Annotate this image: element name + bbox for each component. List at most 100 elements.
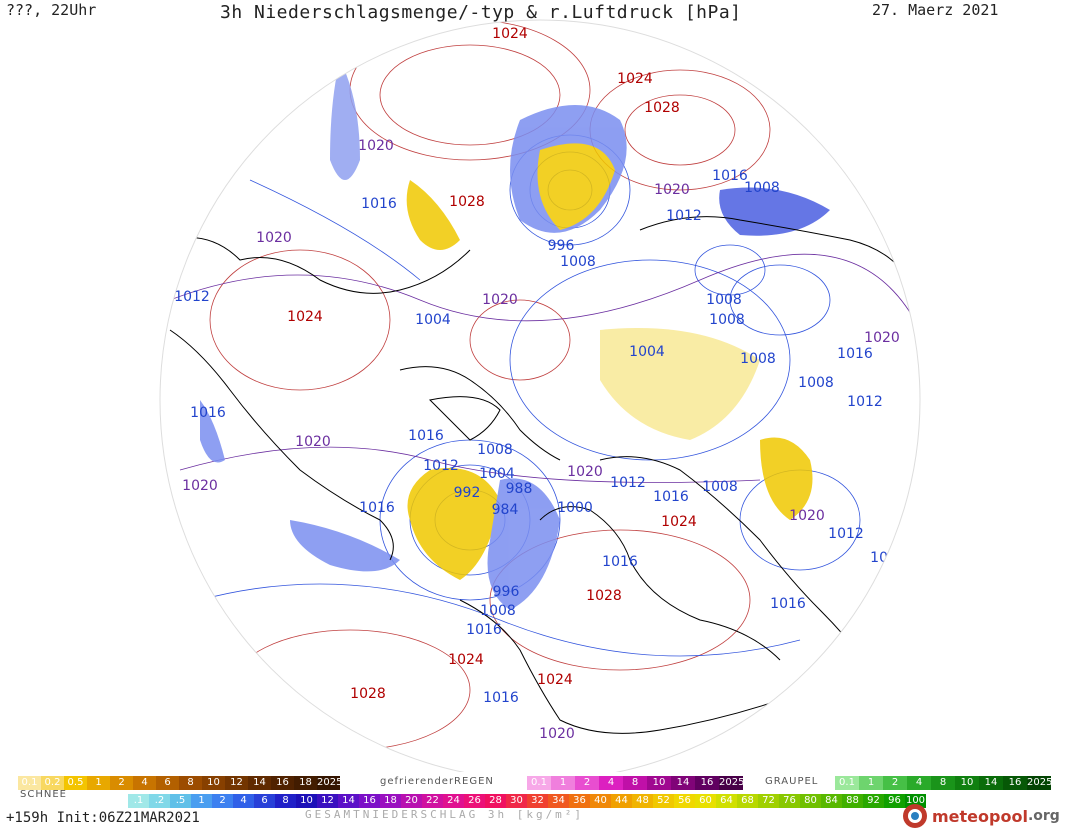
pressure-label: 1012 xyxy=(847,394,883,410)
legend-cell: 0.2 xyxy=(41,776,64,790)
legend-cell: 2025+ xyxy=(317,776,340,790)
precipitation-layer xyxy=(200,60,830,610)
legend-freezing-rain-label: gefrierenderREGEN xyxy=(380,776,494,787)
forecast-date: 27. Maerz 2021 xyxy=(872,1,999,19)
legend-cell: 2 xyxy=(212,794,233,808)
pressure-label: 1008 xyxy=(477,442,513,458)
legend-cell: 18 xyxy=(380,794,401,808)
legend-cell: 6 xyxy=(254,794,275,808)
legend-cell: 92 xyxy=(863,794,884,808)
legend-cell: 2025+ xyxy=(1027,776,1051,790)
legend-cell: 1 xyxy=(551,776,575,790)
legend-cell: 88 xyxy=(842,794,863,808)
legend-cell: 4 xyxy=(599,776,623,790)
pressure-label: 1016 xyxy=(483,690,519,706)
legend-cell: 10 xyxy=(296,794,317,808)
coastline-layer xyxy=(169,216,911,734)
pressure-label: 1020 xyxy=(350,751,386,767)
legend-cell: 40 xyxy=(590,794,611,808)
pressure-label: 1016 xyxy=(770,596,806,612)
pressure-label: 1016 xyxy=(712,168,748,184)
pressure-label: 1000 xyxy=(557,500,593,516)
logo-suffix: .org xyxy=(1027,808,1060,824)
legend-cell: 16 xyxy=(359,794,380,808)
pressure-label: 1008 xyxy=(706,292,742,308)
pressure-label: 1020 xyxy=(864,330,900,346)
pressure-label: 1028 xyxy=(449,194,485,210)
pressure-label: 1012 xyxy=(423,458,459,474)
legend-cell: 10 xyxy=(202,776,225,790)
legend-cell: 34 xyxy=(548,794,569,808)
pressure-label: 996 xyxy=(493,584,520,600)
legend-cell: 64 xyxy=(716,794,737,808)
legend-cell: 8 xyxy=(275,794,296,808)
legend-cell: 20 xyxy=(401,794,422,808)
pressure-label: 1012 xyxy=(174,289,210,305)
init-time: +159h Init:06Z21MAR2021 xyxy=(6,810,200,826)
page-title: 3h Niederschlagsmenge/-typ & r.Luftdruck… xyxy=(220,2,742,23)
pressure-label: 1024 xyxy=(537,672,573,688)
legend-cell: 0.1 xyxy=(835,776,859,790)
legend-cell: 0.5 xyxy=(64,776,87,790)
pressure-label: 1012 xyxy=(666,208,702,224)
legend-cell: 0.1 xyxy=(18,776,41,790)
pressure-label: 1012 xyxy=(799,681,835,697)
legend-cell: 10 xyxy=(955,776,979,790)
legend-cell: 1 xyxy=(859,776,883,790)
pressure-label: 988 xyxy=(506,481,533,497)
legend-cell: 2 xyxy=(110,776,133,790)
total-precip-label: GESAMTNIEDERSCHLAG 3h [kg/m²] xyxy=(305,808,585,821)
legend-cell: 56 xyxy=(674,794,695,808)
pressure-label: 1008 xyxy=(560,254,596,270)
legend-cell: 22 xyxy=(422,794,443,808)
pressure-label: 996 xyxy=(548,238,575,254)
pressure-label: 1020 xyxy=(482,292,518,308)
legend-cell: 1 xyxy=(191,794,212,808)
legend-cell: 10 xyxy=(647,776,671,790)
legend-cell: 26 xyxy=(464,794,485,808)
meteopool-logo[interactable]: meteopool .org xyxy=(902,800,1060,832)
legend-cell: 14 xyxy=(248,776,271,790)
pressure-label: 1028 xyxy=(350,686,386,702)
legend-cell: 84 xyxy=(821,794,842,808)
legend-cell: 8 xyxy=(623,776,647,790)
legend-cell: 6 xyxy=(156,776,179,790)
legend-cell: 30 xyxy=(506,794,527,808)
legend-cell: .2 xyxy=(149,794,170,808)
pressure-label: 1016 xyxy=(466,622,502,638)
legend-cell: 96 xyxy=(884,794,905,808)
pressure-label: 1020 xyxy=(256,230,292,246)
pressure-label: 1024 xyxy=(492,26,528,42)
pressure-label: 1020 xyxy=(295,434,331,450)
pressure-label: 1024 xyxy=(661,514,697,530)
pressure-label: 1012 xyxy=(828,526,864,542)
legend-cell: 28 xyxy=(485,794,506,808)
globe-icon xyxy=(903,804,927,828)
pressure-label: 1024 xyxy=(287,309,323,325)
pressure-label: 1020 xyxy=(567,464,603,480)
legend-cell: 14 xyxy=(979,776,1003,790)
legend-snow-label: SCHNEE xyxy=(20,789,67,800)
pressure-label: 1028 xyxy=(644,100,680,116)
legend-cell: 52 xyxy=(653,794,674,808)
pressure-label: 1020 xyxy=(539,726,575,742)
legend-cell: 8 xyxy=(931,776,955,790)
legend-cell: 12 xyxy=(225,776,248,790)
pressure-label: 1016 xyxy=(837,346,873,362)
pressure-label: 984 xyxy=(492,502,519,518)
legend-cell: 14 xyxy=(671,776,695,790)
pressure-label: 1024 xyxy=(617,71,653,87)
pressure-label: 1016 xyxy=(602,554,638,570)
legend-cell: 32 xyxy=(527,794,548,808)
pressure-label: 1020 xyxy=(182,478,218,494)
legend-cell: 76 xyxy=(779,794,800,808)
legend-cell: 72 xyxy=(758,794,779,808)
legend-cell: 100 xyxy=(905,794,926,808)
legend-cell: 36 xyxy=(569,794,590,808)
